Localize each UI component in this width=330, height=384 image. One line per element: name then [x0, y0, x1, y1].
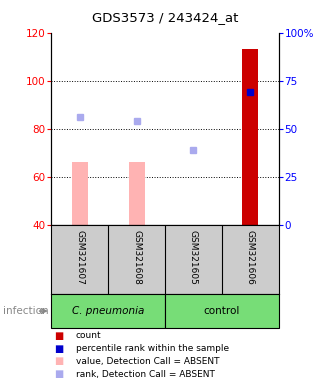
Text: control: control [204, 306, 240, 316]
Text: GSM321605: GSM321605 [189, 230, 198, 285]
Text: GSM321606: GSM321606 [246, 230, 255, 285]
Text: GDS3573 / 243424_at: GDS3573 / 243424_at [92, 12, 238, 25]
Text: GSM321608: GSM321608 [132, 230, 141, 285]
Text: GSM321607: GSM321607 [75, 230, 84, 285]
Text: infection: infection [3, 306, 49, 316]
Text: ■: ■ [54, 369, 64, 379]
Text: ■: ■ [54, 344, 64, 354]
Text: ■: ■ [54, 356, 64, 366]
Text: C. pneumonia: C. pneumonia [72, 306, 144, 316]
Bar [129, 162, 145, 225]
Bar [51, 294, 165, 328]
Text: percentile rank within the sample: percentile rank within the sample [76, 344, 229, 353]
Text: ■: ■ [54, 331, 64, 341]
Bar [72, 162, 87, 225]
Bar [243, 50, 258, 225]
Text: count: count [76, 331, 102, 341]
Bar [165, 294, 279, 328]
Text: rank, Detection Call = ABSENT: rank, Detection Call = ABSENT [76, 369, 215, 379]
Text: value, Detection Call = ABSENT: value, Detection Call = ABSENT [76, 357, 219, 366]
